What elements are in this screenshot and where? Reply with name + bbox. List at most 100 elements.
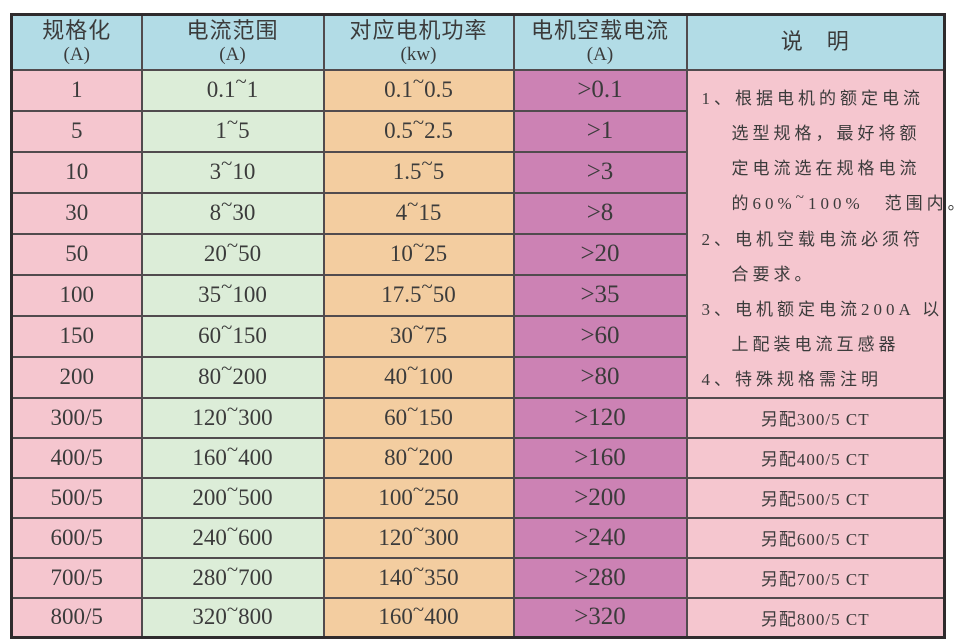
spec-cell: 200	[10, 355, 143, 399]
ct-note-cell: 另配800/5 CT	[685, 596, 946, 639]
ct-note-cell: 另配400/5 CT	[685, 436, 946, 479]
column-header-motor-power: 对应电机功率 (kw)	[322, 13, 515, 71]
note-line: 4、特殊规格需注明	[701, 369, 882, 389]
range-cell: 200~500	[140, 476, 325, 519]
range-cell: 60~150	[140, 314, 325, 358]
spec-cell: 800/5	[10, 596, 143, 639]
range-cell: 0.1~1	[140, 68, 325, 112]
power-cell: 10~25	[322, 232, 515, 276]
spec-cell: 500/5	[10, 476, 143, 519]
column-title: 说 明	[780, 29, 850, 55]
power-cell: 4~15	[322, 191, 515, 235]
table-row: 100 35~100 17.5~50 >35	[10, 273, 945, 317]
power-cell: 80~200	[322, 436, 515, 479]
note-line: 上配装电流互感器	[731, 334, 900, 354]
table-row: 500/5 200~500 100~250 >200 另配500/5 CT	[10, 476, 946, 519]
range-cell: 120~300	[140, 396, 325, 439]
note-line: 合要求。	[731, 264, 816, 284]
column-unit: (A)	[219, 44, 246, 66]
power-cell: 140~350	[322, 556, 515, 599]
power-cell: 160~400	[322, 596, 515, 639]
no-load-cell: >0.1	[512, 68, 688, 112]
no-load-cell: >120	[512, 396, 688, 439]
table-row: 600/5 240~600 120~300 >240 另配600/5 CT	[10, 516, 946, 559]
note-line: 选型规格，最好将额	[731, 123, 921, 143]
no-load-cell: >60	[512, 314, 688, 358]
column-unit: (A)	[63, 44, 90, 66]
spec-cell: 100	[10, 273, 143, 317]
range-cell: 3~10	[140, 150, 325, 194]
column-header-notes: 说 明	[685, 13, 946, 71]
column-unit: (kw)	[400, 44, 437, 66]
range-cell: 280~700	[140, 556, 325, 599]
no-load-cell: >200	[512, 476, 688, 519]
no-load-cell: >35	[512, 273, 688, 317]
power-cell: 30~75	[322, 314, 515, 358]
no-load-cell: >80	[512, 355, 688, 399]
column-header-current-range: 电流范围 (A)	[140, 13, 325, 71]
range-cell: 240~600	[140, 516, 325, 559]
range-cell: 1~5	[140, 109, 325, 153]
table-row: 200 80~200 40~100 >80	[10, 355, 945, 399]
no-load-cell: >320	[512, 596, 688, 639]
spec-cell: 300/5	[10, 396, 143, 439]
spec-cell: 400/5	[10, 436, 143, 479]
no-load-cell: >1	[512, 109, 688, 153]
note-line: 的60%~100% 范围内。	[731, 189, 954, 213]
header-row: 规格化 (A) 电流范围 (A) 对应电机功率 (kw) 电机空载电流 (A) 说 明	[10, 13, 946, 71]
spec-cell: 50	[10, 232, 143, 276]
ct-note-cell: 另配700/5 CT	[685, 556, 946, 599]
table-row: 400/5 160~400 80~200 >160 另配400/5 CT	[10, 436, 946, 479]
no-load-cell: >8	[512, 191, 688, 235]
ct-note-cell: 另配600/5 CT	[685, 516, 946, 559]
spec-cell: 700/5	[10, 556, 143, 599]
table-header: 规格化 (A) 电流范围 (A) 对应电机功率 (kw) 电机空载电流 (A) 说 明	[10, 13, 946, 71]
range-cell: 35~100	[140, 273, 325, 317]
spec-cell: 600/5	[10, 516, 143, 559]
note-line: 3、电机额定电流200A 以	[701, 299, 944, 319]
table-row: 800/5 320~800 160~400 >320 另配800/5 CT	[10, 596, 946, 639]
note-line: 2、电机空载电流必须符	[701, 229, 924, 249]
power-cell: 17.5~50	[322, 273, 515, 317]
motor-spec-table: 规格化 (A) 电流范围 (A) 对应电机功率 (kw) 电机空载电流 (A) 说 明 1 0.1…	[10, 13, 954, 639]
spec-cell: 1	[10, 68, 143, 112]
table-row: 10 3~10 1.5~5 >3	[10, 150, 945, 194]
range-cell: 160~400	[140, 436, 325, 479]
column-title: 电机空载电流	[530, 18, 669, 44]
table-row: 1 0.1~1 0.1~0.5 >0.1 1、根据电机的额定电流 选型规格，最好将额 定电流…	[10, 68, 954, 399]
no-load-cell: >160	[512, 436, 688, 479]
table-row: 700/5 280~700 140~350 >280 另配700/5 CT	[10, 556, 946, 599]
power-cell: 0.5~2.5	[322, 109, 515, 153]
no-load-cell: >280	[512, 556, 688, 599]
column-title: 对应电机功率	[349, 18, 488, 44]
ct-note-cell: 另配500/5 CT	[685, 476, 946, 519]
table-body: 1 0.1~1 0.1~0.5 >0.1 1、根据电机的额定电流 选型规格，最好将额 定电流…	[10, 68, 954, 639]
table-row: 50 20~50 10~25 >20	[10, 232, 945, 276]
table-row: 150 60~150 30~75 >60	[10, 314, 945, 358]
note-line: 定电流选在规格电流	[731, 158, 921, 178]
column-title: 电流范围	[186, 18, 279, 44]
range-cell: 320~800	[140, 596, 325, 639]
column-unit: (A)	[586, 44, 614, 66]
range-cell: 20~50	[140, 232, 325, 276]
notes-cell: 1、根据电机的额定电流选型规格，最好将额 定电流选在规格电流的60%~100% 范…	[685, 68, 954, 399]
column-title: 规格化	[42, 18, 112, 44]
range-cell: 8~30	[140, 191, 325, 235]
ct-note-cell: 另配300/5 CT	[685, 396, 946, 439]
power-cell: 120~300	[322, 516, 515, 559]
table-row: 300/5 120~300 60~150 >120 另配300/5 CT	[10, 396, 946, 439]
power-cell: 0.1~0.5	[322, 68, 515, 112]
column-header-spec: 规格化 (A)	[10, 13, 143, 71]
range-cell: 80~200	[140, 355, 325, 399]
power-cell: 100~250	[322, 476, 515, 519]
power-cell: 1.5~5	[322, 150, 515, 194]
no-load-cell: >240	[512, 516, 688, 559]
power-cell: 40~100	[322, 355, 515, 399]
no-load-cell: >20	[512, 232, 688, 276]
note-line: 1、根据电机的额定电流	[701, 88, 924, 108]
spec-cell: 5	[10, 109, 143, 153]
spec-cell: 10	[10, 150, 143, 194]
table-row: 30 8~30 4~15 >8	[10, 191, 945, 235]
spec-cell: 30	[10, 191, 143, 235]
